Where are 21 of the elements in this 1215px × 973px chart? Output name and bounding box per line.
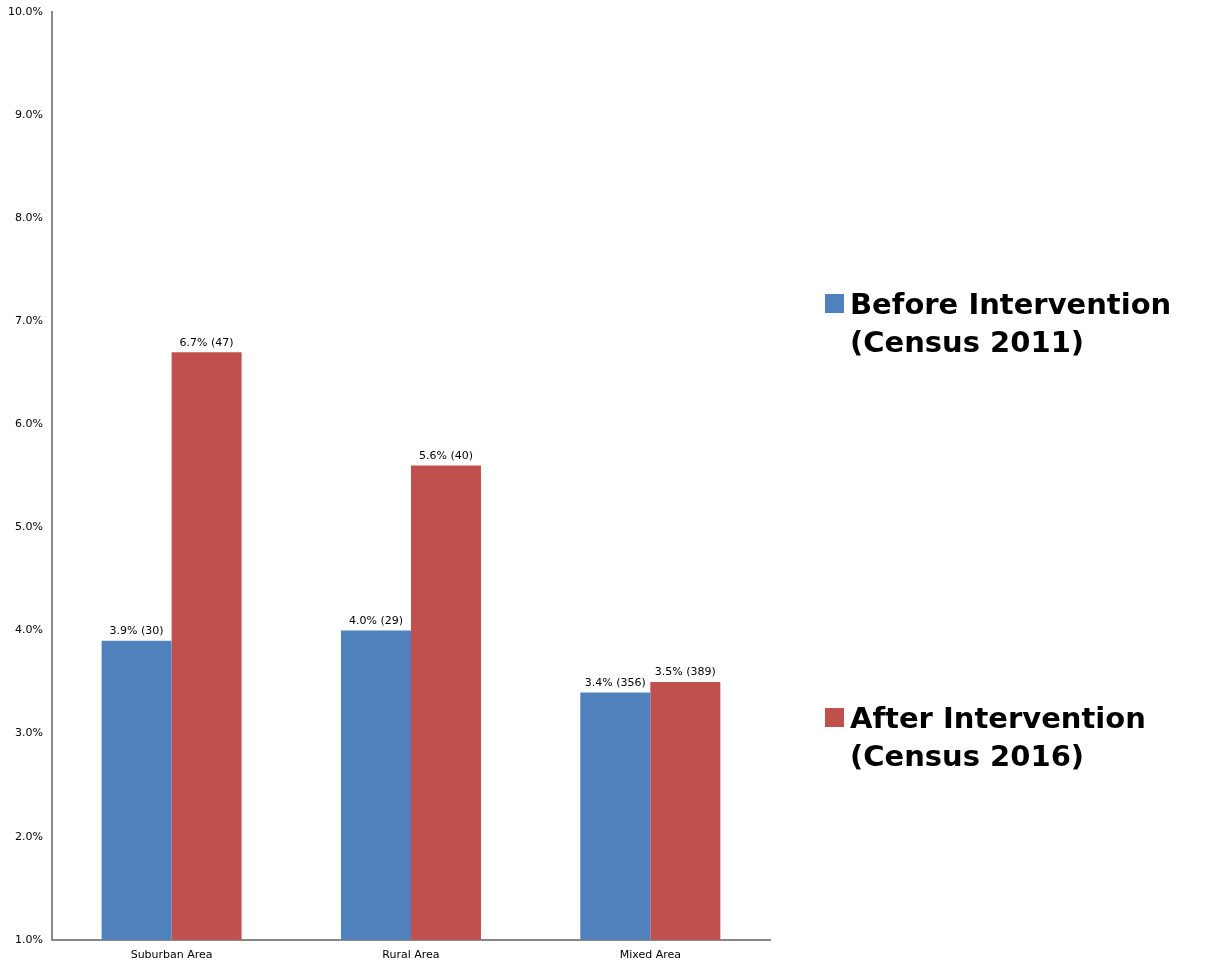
- data-label: 5.6% (40): [418, 448, 473, 462]
- y-tick-label: 2.0%: [14, 829, 43, 843]
- x-tick-label: Suburban Area: [130, 948, 213, 962]
- x-tick-label: Rural Area: [382, 948, 440, 962]
- legend-label: After Intervention (Census 2016): [850, 700, 1147, 775]
- y-tick-label: 10.0%: [7, 4, 43, 18]
- data-label: 3.9% (30): [109, 624, 164, 638]
- y-tick-label: 4.0%: [14, 623, 43, 637]
- y-tick-label: 5.0%: [14, 520, 43, 534]
- data-label: 6.7% (47): [179, 335, 234, 349]
- y-tick-label: 6.0%: [14, 417, 43, 431]
- y-tick-label: 7.0%: [14, 314, 43, 328]
- data-label: 4.0% (29): [348, 613, 403, 627]
- y-tick-label: 9.0%: [14, 107, 43, 121]
- data-label: 3.5% (389): [654, 665, 716, 679]
- y-tick-label: 8.0%: [14, 211, 43, 225]
- x-tick-label: Mixed Area: [619, 948, 681, 962]
- data-label: 3.4% (356): [584, 675, 646, 689]
- y-tick-label: 3.0%: [14, 726, 43, 740]
- y-tick-label: 1.0%: [14, 932, 43, 946]
- legend-label: Before Intervention (Census 2011): [850, 286, 1173, 361]
